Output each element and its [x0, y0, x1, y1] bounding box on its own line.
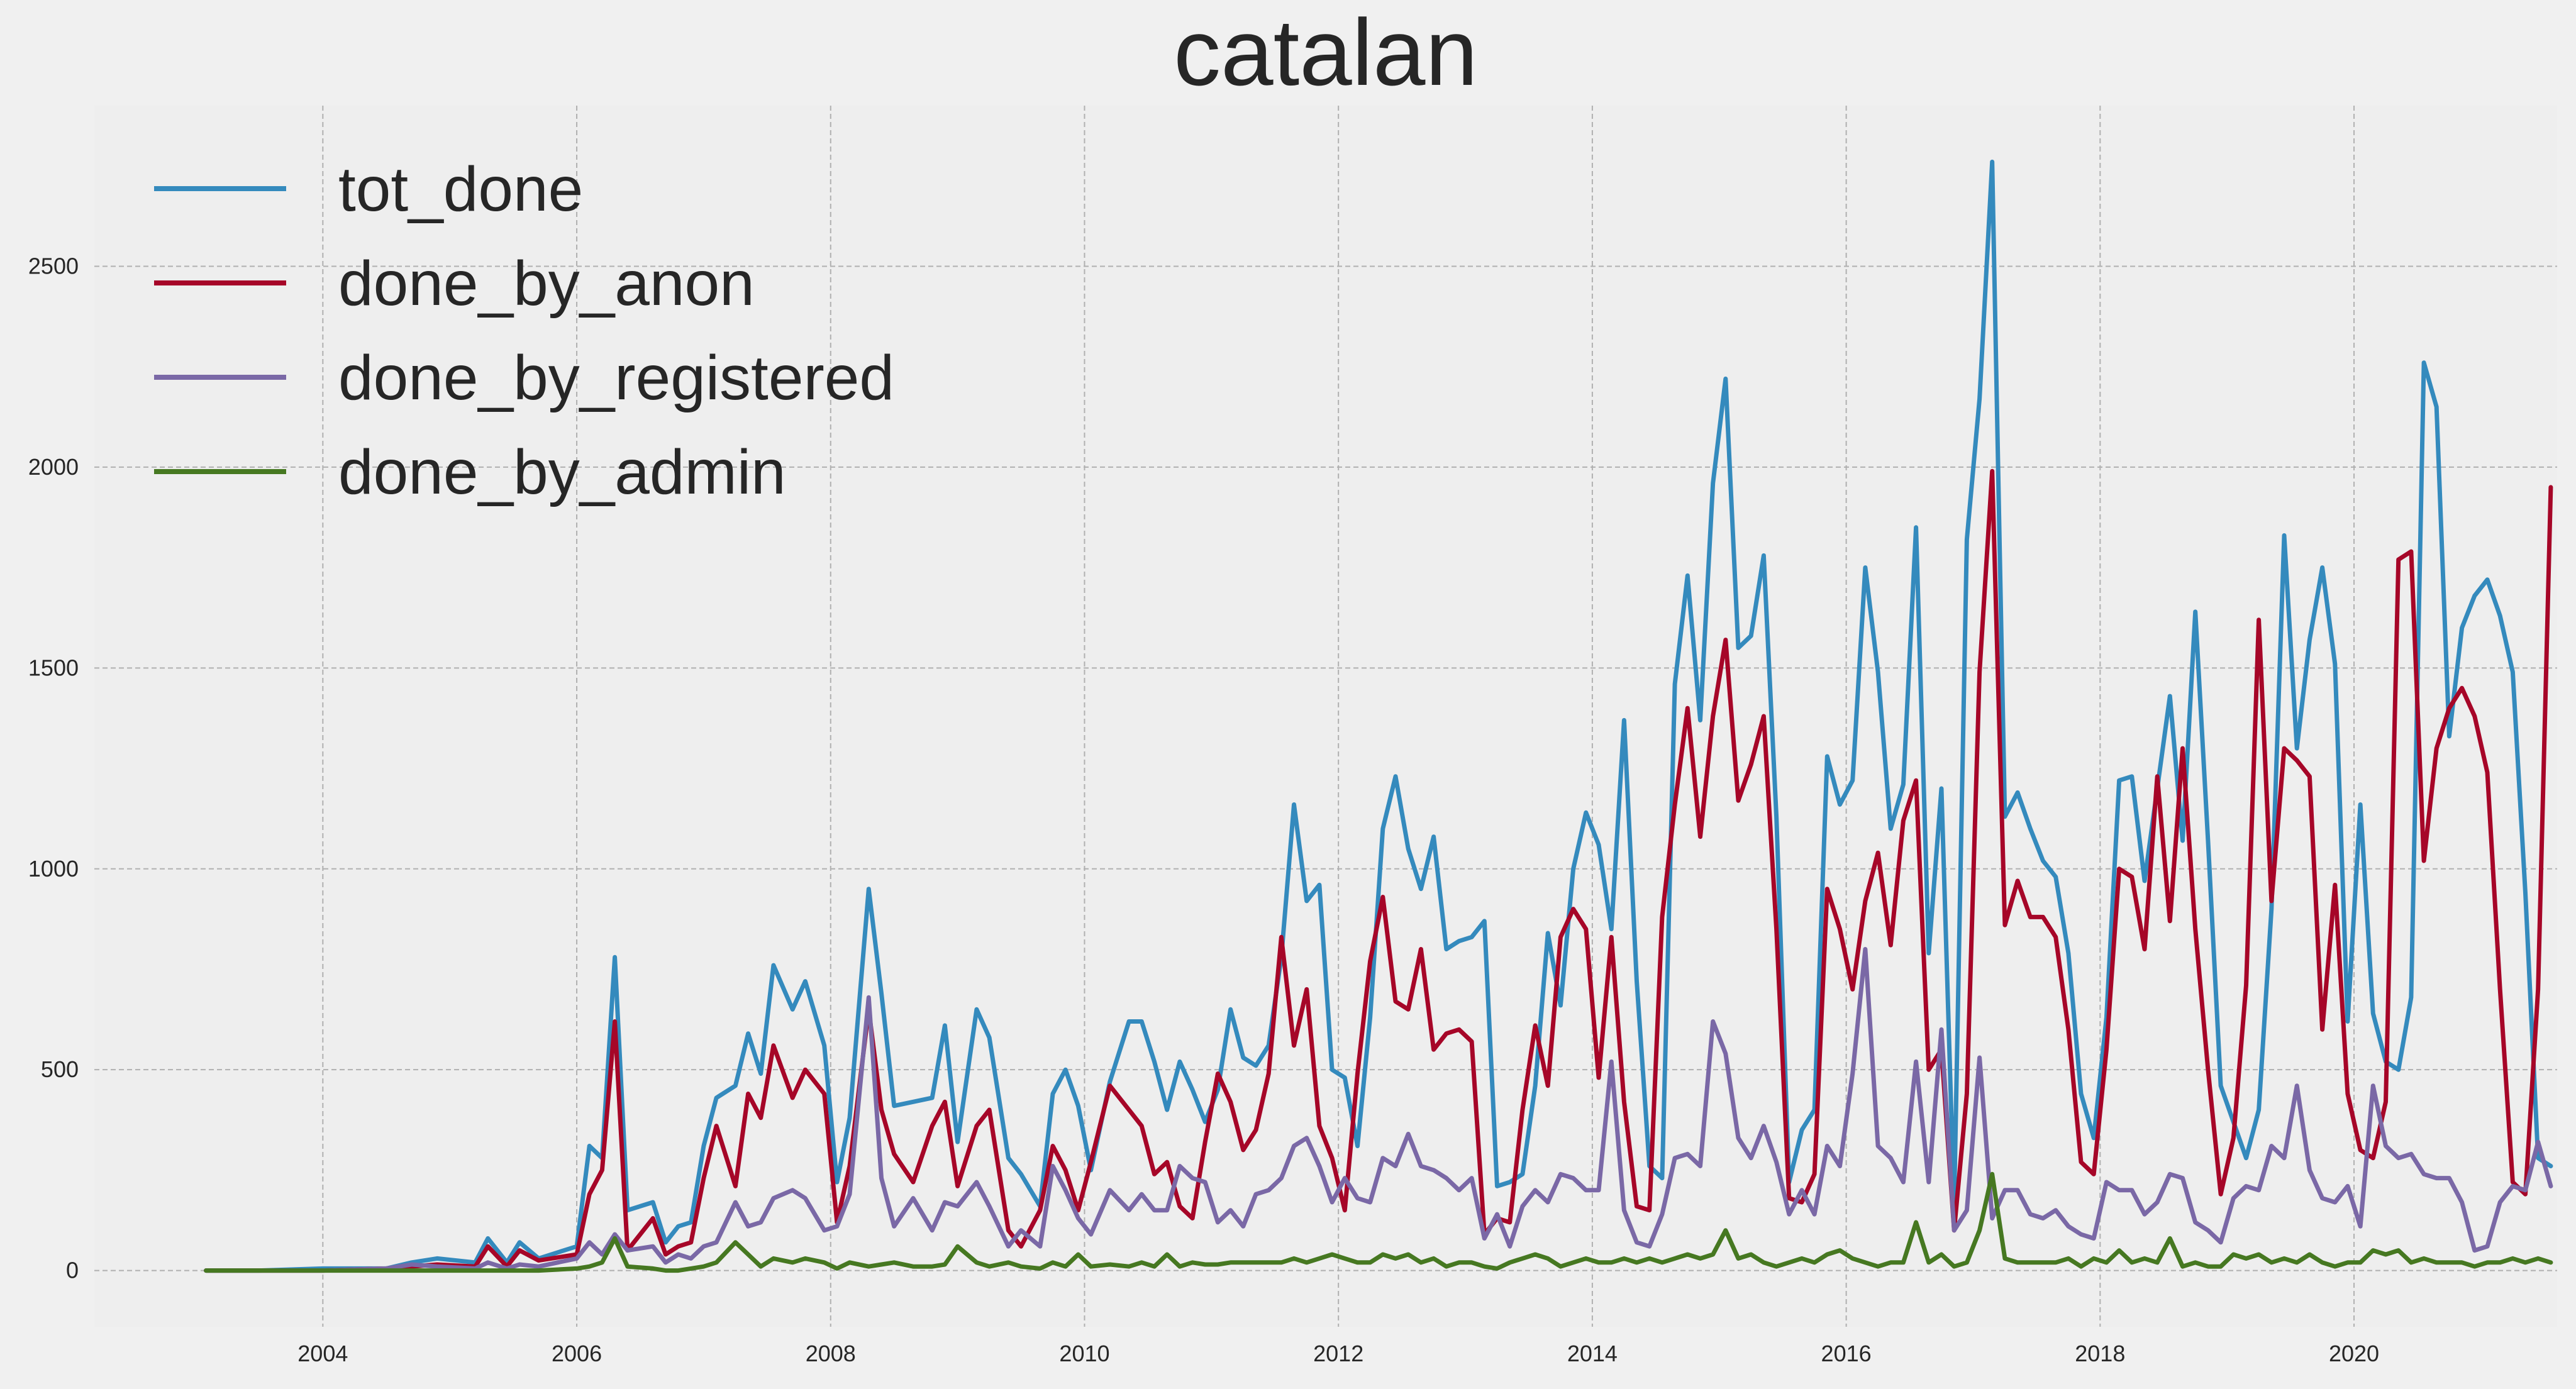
series-line-done-by-admin [204, 1171, 2553, 1273]
x-tick-label: 2014 [1567, 1341, 1618, 1366]
legend-label-done-by-anon: done_by_anon [338, 248, 755, 319]
legend: tot_done done_by_anon done_by_registereddo… [154, 154, 894, 507]
series-lines [204, 159, 2553, 1273]
x-tick-label: 2010 [1059, 1341, 1109, 1366]
legend-label-done-by-registered: done_by_registered [338, 343, 894, 413]
x-tick-label: 2020 [2329, 1341, 2379, 1366]
y-tick-label: 500 [41, 1056, 79, 1082]
x-tick-label: 2016 [1821, 1341, 1872, 1366]
legend-label-done-by-admin: done_by_admin [338, 437, 786, 507]
x-tick-label: 2008 [806, 1341, 856, 1366]
x-tick-label: 2006 [552, 1341, 602, 1366]
x-tick-label: 2018 [2075, 1341, 2125, 1366]
series-line-done-by-anon [204, 468, 2553, 1273]
y-tick-label: 1500 [28, 655, 79, 680]
y-tick-label: 2500 [28, 253, 79, 279]
tick-labels: 2004 2006 2008 2010 2012 2014 2016 2018 2020 0 500… [28, 253, 2379, 1366]
series-line-tot-done [204, 159, 2553, 1273]
y-tick-label: 1000 [28, 856, 79, 882]
x-tick-label: 2004 [297, 1341, 348, 1366]
plot-area [94, 106, 2557, 1327]
chart-title: catalan [1174, 0, 1478, 105]
series-line-done-by-registered [204, 947, 2553, 1273]
y-tick-label: 2000 [28, 454, 79, 480]
x-tick-label: 2012 [1313, 1341, 1363, 1366]
y-tick-label: 0 [66, 1258, 79, 1283]
legend-label-tot-done: tot_done [338, 154, 583, 224]
